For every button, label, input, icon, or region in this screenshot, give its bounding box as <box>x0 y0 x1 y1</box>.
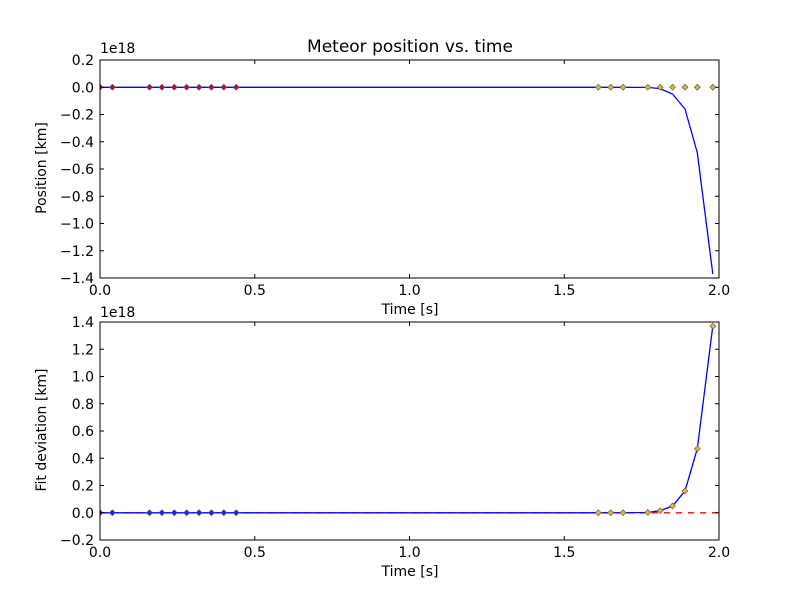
position-subplot: Meteor position vs. time 1e18 0.0 0.5 1.0 1… <box>34 37 730 318</box>
deviation-y-tick-label: 0.2 <box>72 479 94 495</box>
position-x-tick-label: 0.0 <box>89 283 111 299</box>
deviation-x-tick-label: 0.0 <box>89 545 111 561</box>
deviation-y-tick-label: 1.4 <box>72 315 94 331</box>
position-x-axis-label: Time [s] <box>381 302 439 318</box>
deviation-y-tick-label: 0.6 <box>72 424 94 440</box>
position-data-point <box>146 83 153 91</box>
position-data-point <box>183 83 191 91</box>
deviation-data-point <box>607 509 615 517</box>
position-y-tick-label: −0.6 <box>60 162 94 178</box>
position-data-point <box>669 83 676 91</box>
deviation-data-point <box>709 322 717 330</box>
deviation-x-tick-label: 2.0 <box>708 545 730 561</box>
position-y-tick-label: 0.2 <box>72 53 94 69</box>
position-data-point <box>195 83 203 91</box>
deviation-x-tick-label: 0.5 <box>244 545 266 561</box>
position-chart-title: Meteor position vs. time <box>307 37 513 57</box>
deviation-data-point <box>183 509 191 517</box>
deviation-data-point <box>644 509 652 516</box>
position-data-point <box>170 83 178 91</box>
position-data-point <box>619 83 627 91</box>
deviation-data-point <box>656 507 664 515</box>
deviation-x-tick-label: 1.5 <box>553 545 575 561</box>
deviation-data-point <box>594 509 602 517</box>
deviation-offset-label: 1e18 <box>100 305 135 321</box>
position-data-point <box>656 83 664 91</box>
deviation-y-tick-label: 1.0 <box>72 370 94 386</box>
deviation-subplot: 1e18 0.0 0.5 1.0 1.5 2.0−0.20.00.20.40.60.81… <box>34 305 730 580</box>
position-x-tick-label: 0.5 <box>244 283 266 299</box>
deviation-plot-area: 0.0 0.5 1.0 1.5 2.0−0.20.00.20.40.60.81.01.2… <box>60 315 730 561</box>
position-data-point <box>709 83 717 91</box>
deviation-data-point <box>681 487 689 495</box>
deviation-y-tick-label: 0.0 <box>72 506 94 522</box>
deviation-data-point <box>170 509 178 517</box>
deviation-data-point <box>619 509 627 517</box>
position-data-point <box>158 83 166 91</box>
position-y-tick-label: −1.2 <box>60 244 94 260</box>
position-y-tick-label: −0.8 <box>60 189 94 205</box>
position-y-tick-label: −1.4 <box>60 271 94 287</box>
deviation-x-tick-label: 1.0 <box>398 545 420 561</box>
position-data-point <box>607 83 615 91</box>
position-data-point <box>220 83 228 91</box>
deviation-data-point <box>693 445 701 453</box>
position-data-point <box>693 83 701 91</box>
position-plot-area: 0.0 0.5 1.0 1.5 2.0 −1.4 −1.2 −1.0 −0.8 −0.6 −0.4 −… <box>60 53 730 299</box>
position-y-axis-label: Position [km] <box>34 122 50 214</box>
position-data-point <box>594 83 602 91</box>
deviation-data-point <box>195 509 203 517</box>
position-data-point <box>232 83 240 91</box>
deviation-x-axis-label: Time [s] <box>381 564 439 580</box>
deviation-y-tick-label: 0.4 <box>72 451 94 467</box>
deviation-y-tick-label: 1.2 <box>72 342 94 358</box>
position-y-tick-label: −0.4 <box>60 135 94 151</box>
position-data-point <box>644 83 652 91</box>
deviation-data-point <box>669 502 676 510</box>
position-x-tick-label: 1.5 <box>553 283 575 299</box>
position-data-point <box>108 83 116 91</box>
deviation-data-point <box>108 509 116 517</box>
position-data-point <box>207 83 215 91</box>
position-x-tick-label: 2.0 <box>708 283 730 299</box>
deviation-y-axis-label: Fit deviation [km] <box>34 368 50 491</box>
deviation-data-point <box>220 509 228 517</box>
position-series-group <box>100 83 717 274</box>
deviation-series-group <box>100 322 719 517</box>
position-y-tick-label: 0.0 <box>72 80 94 96</box>
deviation-data-point <box>146 509 153 517</box>
position-y-tick-label: −0.2 <box>60 108 94 124</box>
deviation-data-point <box>232 509 240 517</box>
deviation-data-point <box>207 509 215 517</box>
position-offset-label: 1e18 <box>100 41 135 57</box>
position-x-tick-label: 1.0 <box>398 283 420 299</box>
position-y-tick-label: −1.0 <box>60 217 94 233</box>
position-data-point <box>681 83 689 91</box>
deviation-data-point <box>158 509 166 517</box>
deviation-y-tick-label: 0.8 <box>72 397 94 413</box>
deviation-y-tick-label: −0.2 <box>60 533 94 549</box>
